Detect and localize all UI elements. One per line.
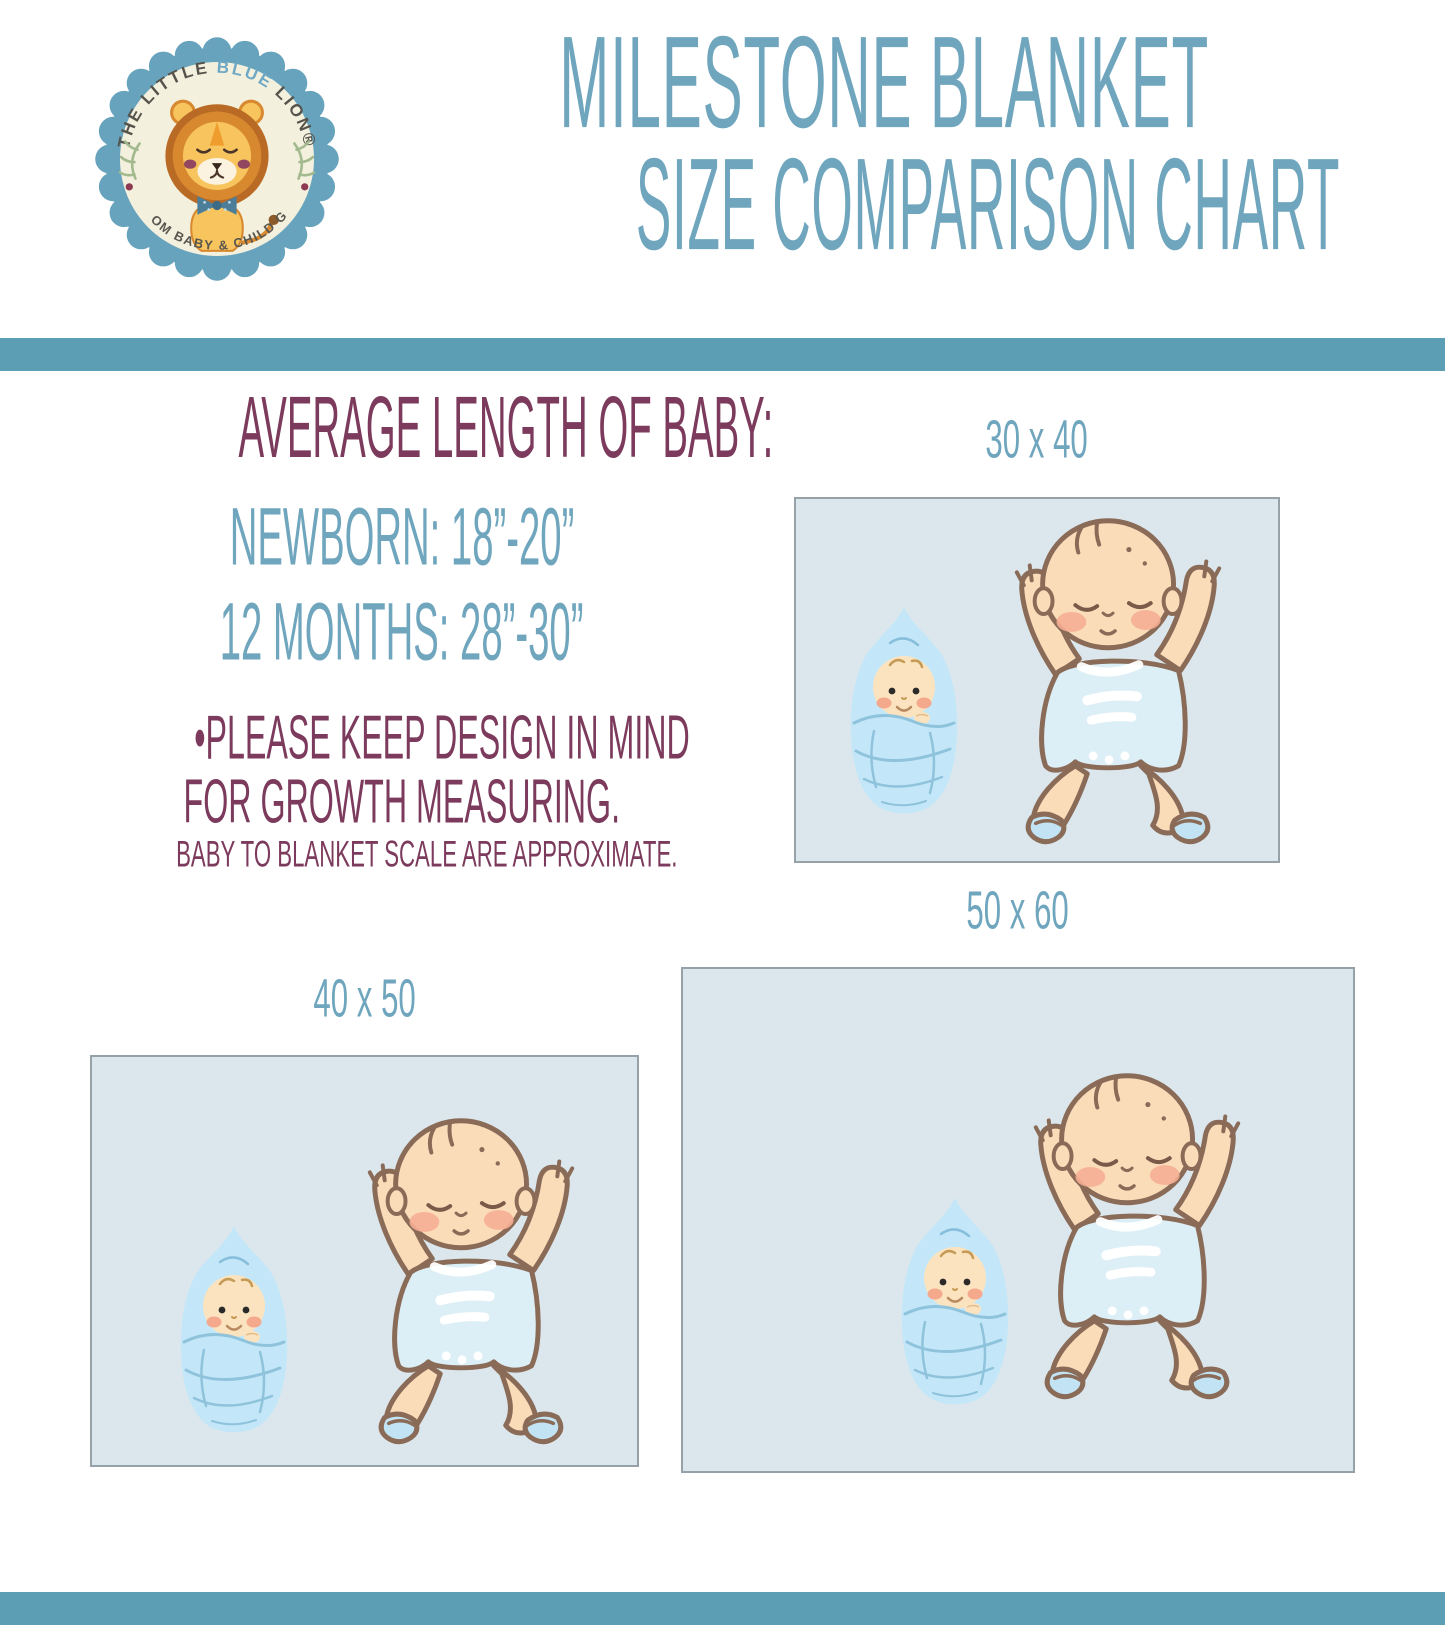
baby-onesie-illustration bbox=[347, 1109, 595, 1453]
blanket-40x50: 40 x 50 bbox=[90, 968, 639, 1467]
swaddled-baby-illustration bbox=[842, 603, 966, 815]
twelve-months-length-text: 12 MONTHS: 28”-30” bbox=[220, 586, 584, 678]
blanket-30x40-label-text: 30 x 40 bbox=[985, 410, 1089, 470]
baby-onesie-illustration bbox=[1013, 1064, 1261, 1408]
lion-icon bbox=[165, 99, 279, 252]
bottom-divider-bar bbox=[0, 1592, 1445, 1625]
blanket-50x60-label-text: 50 x 60 bbox=[966, 881, 1070, 941]
design-note-line1-text: •PLEASE KEEP DESIGN IN MIND bbox=[194, 701, 690, 773]
scale-disclaimer-text: BABY TO BLANKET SCALE ARE APPROXIMATE. bbox=[176, 833, 678, 875]
design-note-line2: FOR GROWTH MEASURING. bbox=[88, 770, 716, 840]
top-divider-bar bbox=[0, 338, 1445, 371]
newborn-length-text: NEWBORN: 18”-20” bbox=[229, 491, 575, 583]
page-title-line1: MILESTONE BLANKET bbox=[559, 10, 1209, 156]
blanket-30x40-rect bbox=[794, 497, 1280, 863]
bow-tie-icon bbox=[197, 196, 237, 215]
newborn-length-line: NEWBORN: 18”-20” bbox=[88, 497, 716, 600]
laurel-right-icon bbox=[293, 140, 316, 191]
average-length-heading: AVERAGE LENGTH OF BABY: bbox=[88, 384, 773, 488]
design-note-line2-text: FOR GROWTH MEASURING. bbox=[183, 765, 621, 837]
baby-onesie-illustration bbox=[994, 509, 1242, 853]
page-title: MILESTONE BLANKET SIZE COMPARISON CHART bbox=[420, 18, 1339, 290]
blanket-40x50-rect bbox=[90, 1055, 639, 1467]
page-title-line2: SIZE COMPARISON CHART bbox=[635, 132, 1341, 278]
average-length-heading-text: AVERAGE LENGTH OF BABY: bbox=[238, 378, 774, 476]
design-note-line1: •PLEASE KEEP DESIGN IN MIND bbox=[88, 706, 716, 782]
blanket-30x40: 30 x 40 bbox=[794, 408, 1280, 863]
blanket-40x50-label: 40 x 50 bbox=[90, 968, 639, 1048]
blanket-40x50-label-text: 40 x 50 bbox=[313, 969, 416, 1029]
twelve-months-length-line: 12 MONTHS: 28”-30” bbox=[88, 592, 716, 695]
laurel-left-icon bbox=[118, 140, 141, 191]
blanket-50x60: 50 x 60 bbox=[681, 880, 1355, 1473]
scale-disclaimer: BABY TO BLANKET SCALE ARE APPROXIMATE. bbox=[88, 836, 716, 878]
blanket-50x60-rect bbox=[681, 967, 1355, 1473]
brand-logo: THE LITTLE BLUE LION® bbox=[88, 30, 339, 281]
blanket-50x60-label: 50 x 60 bbox=[681, 880, 1355, 960]
swaddled-baby-illustration bbox=[172, 1222, 296, 1434]
swaddled-baby-illustration bbox=[893, 1194, 1017, 1406]
blanket-30x40-label: 30 x 40 bbox=[794, 408, 1280, 490]
